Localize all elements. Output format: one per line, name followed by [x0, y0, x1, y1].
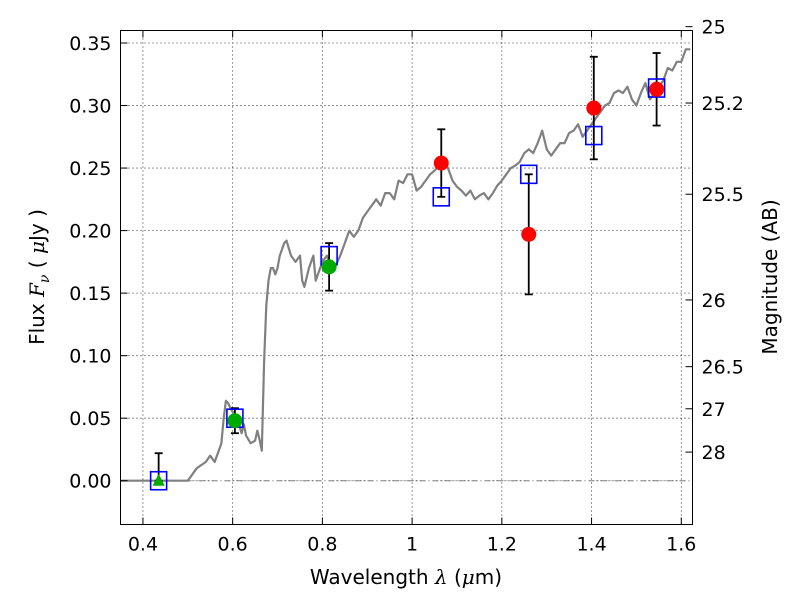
- y-tick-label: 0.00: [69, 471, 111, 493]
- optical-detection-point: [227, 413, 243, 429]
- magnitude-tick-label: 26: [702, 290, 726, 312]
- hst-detection-point: [586, 100, 602, 116]
- y-tick-label: 0.30: [69, 96, 111, 118]
- model-photometry-square: [647, 78, 666, 98]
- y-tick-label: 0.35: [69, 33, 111, 55]
- magnitude-tick-label: 25: [702, 17, 726, 39]
- magnitude-tick-label: 27: [702, 399, 726, 421]
- magnitude-ticks: 25 25.2 25.5 26 26.5 27 28: [685, 17, 744, 464]
- y-tick-label: 0.15: [69, 283, 111, 305]
- x-tick-label: 0.6: [218, 534, 248, 556]
- x-tick-label: 1.6: [666, 534, 696, 556]
- markers: [149, 78, 666, 491]
- x-tick-label: 0.4: [128, 534, 158, 556]
- model-photometry-square: [585, 125, 603, 146]
- y-tick-label: 0.20: [69, 221, 111, 243]
- limit-triangle: [152, 473, 165, 486]
- y-tick-label: 0.05: [69, 408, 111, 430]
- x-ticks: 0.4 0.6 0.8 1 1.2 1.4 1.6: [128, 30, 696, 556]
- magnitude-tick-label: 25.2: [702, 93, 744, 115]
- x-tick-label: 1.4: [576, 534, 606, 556]
- x-tick-label: 1: [406, 534, 418, 556]
- optical-detection-point: [321, 259, 337, 275]
- model-photometry-square: [432, 187, 451, 207]
- magnitude-tick-label: 28: [702, 442, 726, 464]
- y-tick-label: 0.25: [69, 158, 111, 180]
- x-tick-label: 1.2: [487, 534, 517, 556]
- x-axis-label: Wavelength λ (μm): [310, 565, 502, 589]
- hst-detection-point: [433, 155, 449, 171]
- model-spectrum: [120, 48, 691, 482]
- y-axis-label: Flux Fν ( μJy ): [25, 209, 53, 345]
- hst-detection-point: [521, 226, 537, 242]
- magnitude-tick-label: 26.5: [702, 357, 744, 379]
- model-spectrum-line: [120, 48, 691, 482]
- hst-detection-point: [649, 81, 665, 97]
- y-ticks: 0.00 0.05 0.10 0.15 0.20 0.25 0.30 0.35: [69, 33, 128, 493]
- magnitude-axis-label: Magnitude (AB): [758, 199, 782, 354]
- model-photometry-square: [519, 164, 538, 185]
- magnitude-tick-label: 25.5: [702, 184, 744, 206]
- y-tick-label: 0.10: [69, 346, 111, 368]
- plot-frame: [120, 30, 693, 525]
- x-tick-label: 0.8: [307, 534, 337, 556]
- model-photometry-square: [149, 470, 168, 491]
